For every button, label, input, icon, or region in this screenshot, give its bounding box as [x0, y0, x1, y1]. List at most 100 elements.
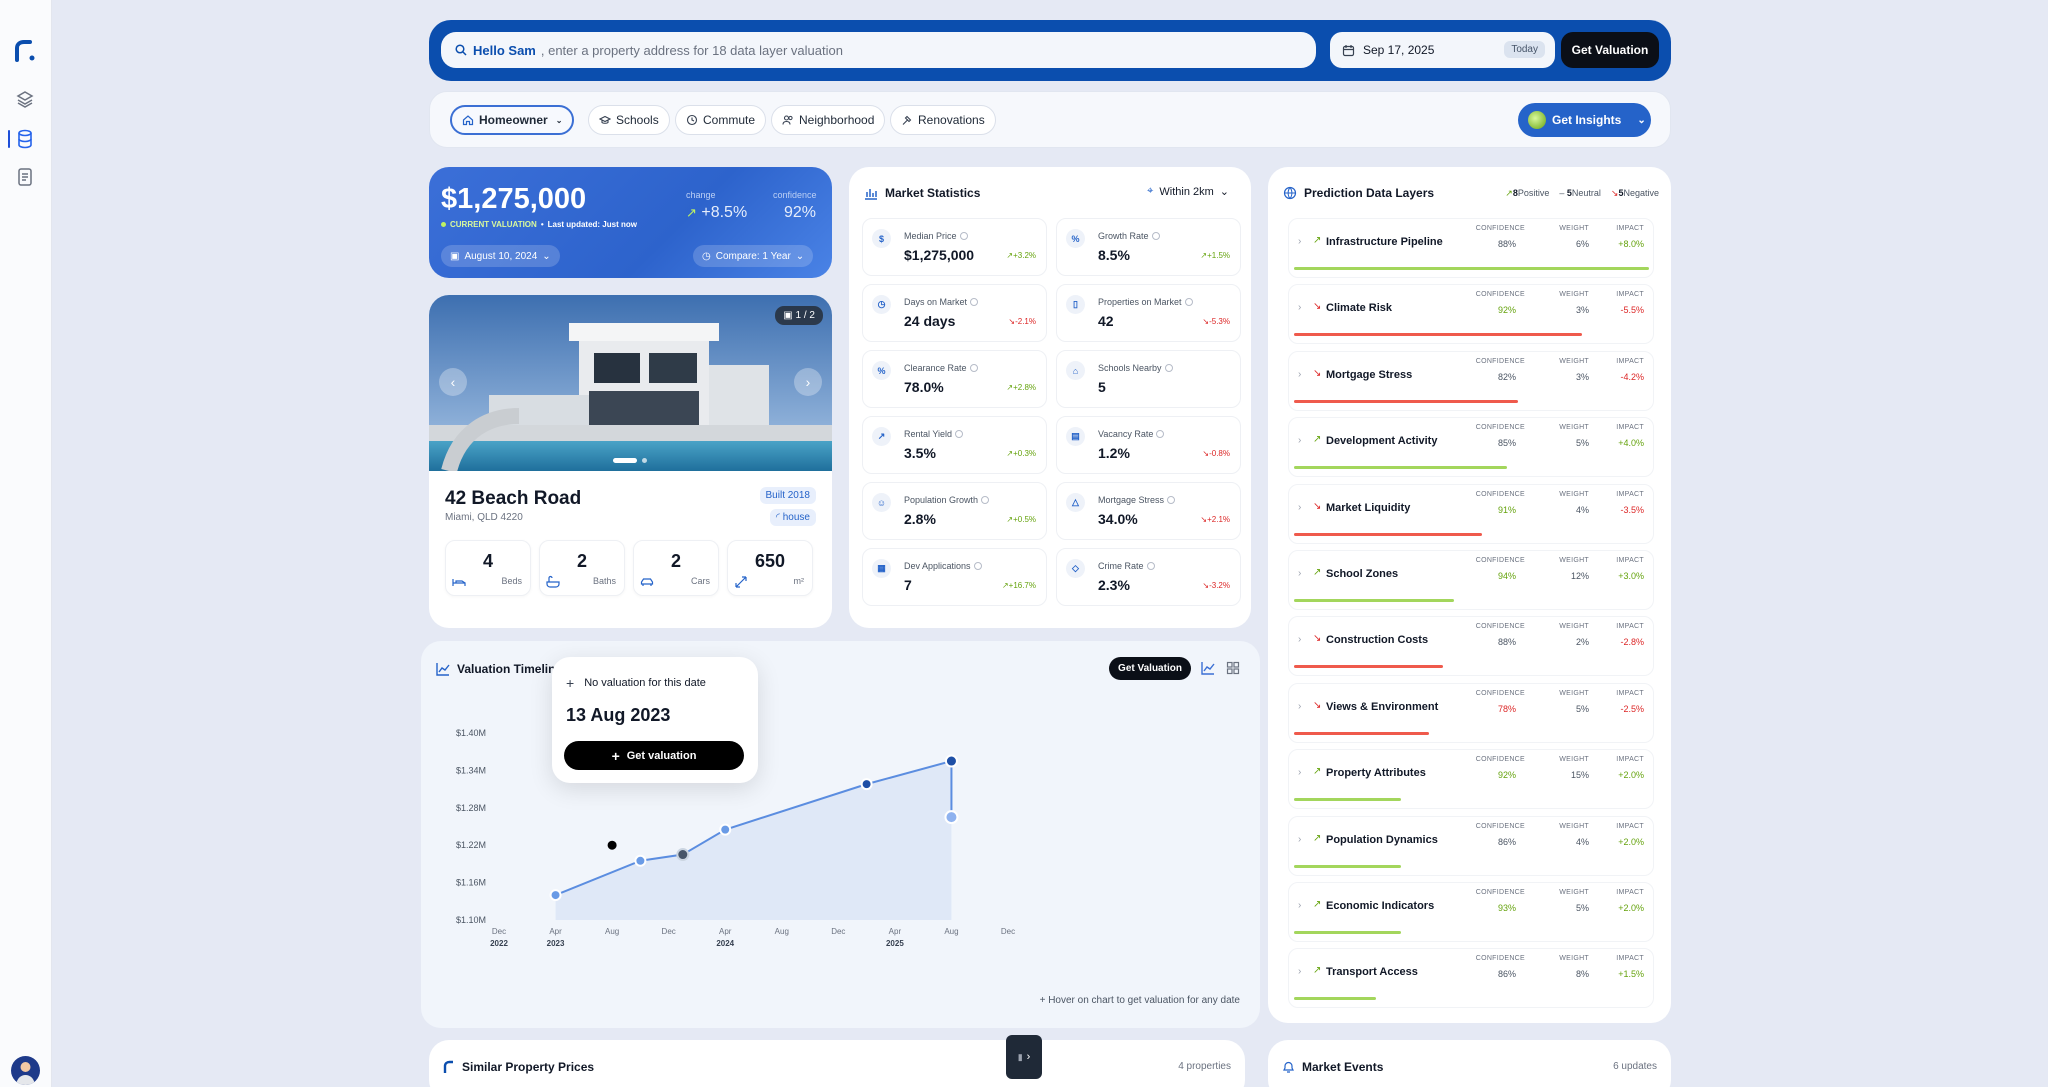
layer-weight: 6%	[1575, 239, 1589, 249]
app-logo-icon[interactable]	[14, 38, 36, 62]
chevron-right-icon[interactable]: ›	[1298, 236, 1302, 247]
avatar[interactable]	[11, 1056, 40, 1085]
globe-icon	[1283, 186, 1297, 200]
search-input[interactable]: Hello Sam, enter a property address for …	[441, 32, 1316, 68]
chevron-right-icon[interactable]: ›	[1298, 501, 1302, 513]
image-counter: ▣ 1 / 2	[775, 306, 823, 325]
chevron-right-icon[interactable]: ›	[1298, 966, 1302, 978]
prediction-layer-row[interactable]: › ↗ Property Attributes CONFIDENCE WEIGHT IMP…	[1288, 749, 1654, 810]
prediction-layer-row[interactable]: › ↘ Market Liquidity CONFIDENCE WEIGHT IMPACT…	[1288, 483, 1654, 544]
prediction-layer-row[interactable]: › ↘ Climate Risk CONFIDENCE WEIGHT IMPACT 92% 3…	[1288, 284, 1654, 345]
date-picker[interactable]: Sep 17, 2025 Today	[1330, 32, 1555, 68]
trend-down-icon: ↘	[1313, 301, 1322, 313]
next-image-button[interactable]: ›	[794, 368, 822, 396]
chevron-right-icon[interactable]: ›	[1298, 767, 1302, 779]
chevron-right-icon[interactable]: ›	[1298, 368, 1302, 380]
info-icon[interactable]	[969, 364, 978, 372]
prediction-layer-row[interactable]: › ↘ Construction Costs CONFIDENCE WEIGHT IMPA…	[1288, 616, 1654, 677]
last-updated: Last updated: Just now	[547, 220, 637, 229]
info-icon[interactable]	[959, 232, 968, 240]
info-icon[interactable]	[970, 298, 979, 306]
filter-homeowner[interactable]: Homeowner ⌄	[450, 105, 575, 135]
prediction-layer-row[interactable]: › ↗ Development Activity CONFIDENCE WEIGHT IM…	[1288, 417, 1654, 478]
market-tile[interactable]: ▯ Properties on Market 42 ↘-5.3%	[1056, 284, 1241, 342]
market-tile[interactable]: ⌂ Schools Nearby 5	[1056, 350, 1241, 408]
info-icon[interactable]	[973, 562, 982, 570]
layer-name: Transport Access	[1326, 966, 1418, 979]
document-icon[interactable]	[14, 166, 36, 188]
property-photo[interactable]: ▣ 1 / 2 ‹ ›	[429, 295, 832, 471]
layers-icon[interactable]	[14, 88, 36, 110]
prediction-layer-row[interactable]: › ↘ Views & Environment CONFIDENCE WEIGHT IMP…	[1288, 682, 1654, 743]
info-icon[interactable]	[1167, 496, 1176, 504]
line-view-icon[interactable]	[1201, 661, 1215, 675]
weight-header: WEIGHT	[1559, 889, 1589, 896]
valuation-chart[interactable]: $1.40M $1.34M $1.28M $1.22M $1.16M $1.10M Dec 2…	[421, 641, 1260, 1028]
market-tile[interactable]: ◇ Crime Rate 2.3% ↘-3.2%	[1056, 548, 1241, 606]
market-tile[interactable]: △ Mortgage Stress 34.0% ↘+2.1%	[1056, 482, 1241, 540]
prediction-layer-row[interactable]: › ↗ Transport Access CONFIDENCE WEIGHT IMPACT…	[1288, 948, 1654, 1009]
grid-view-icon[interactable]	[1226, 661, 1240, 675]
prediction-layer-row[interactable]: › ↗ Population Dynamics CONFIDENCE WEIGHT IMP…	[1288, 815, 1654, 876]
market-tile[interactable]: ◷ Days on Market 24 days ↘-2.1%	[862, 284, 1047, 342]
market-tile[interactable]: ↗ Rental Yield 3.5% ↗+0.3%	[862, 416, 1047, 474]
chevron-right-icon[interactable]: ›	[1298, 634, 1302, 646]
trend-up-icon: ↗	[1313, 235, 1322, 246]
layer-weight: 5%	[1575, 438, 1589, 449]
chevron-right-icon[interactable]: ›	[1298, 900, 1302, 911]
info-icon[interactable]	[1184, 298, 1193, 306]
popup-get-valuation-button[interactable]: + Get valuation	[564, 741, 744, 770]
chevron-right-icon[interactable]: ›	[1298, 568, 1302, 579]
chevron-right-icon[interactable]: ›	[1298, 302, 1302, 314]
carousel-dot-active[interactable]	[613, 458, 637, 463]
data-point	[634, 854, 647, 867]
info-icon[interactable]	[1146, 562, 1155, 570]
market-tile[interactable]: $ Median Price $1,275,000 ↗+3.2%	[862, 218, 1047, 276]
info-icon[interactable]	[981, 496, 990, 504]
logo-mark-icon	[443, 1060, 453, 1073]
prediction-layer-row[interactable]: › ↘ Mortgage Stress CONFIDENCE WEIGHT IMPACT 8…	[1288, 350, 1654, 411]
database-icon[interactable]	[14, 128, 36, 150]
filter-schools[interactable]: Schools	[588, 105, 670, 135]
chevron-right-icon[interactable]: ›	[1298, 833, 1302, 845]
info-icon[interactable]	[1156, 430, 1165, 438]
line-chart-icon	[436, 663, 450, 676]
chevron-right-icon[interactable]: ›	[1298, 700, 1302, 712]
confidence-header: CONFIDENCE	[1475, 822, 1525, 830]
compare-dropdown[interactable]: ◷ Compare: 1 Year ⌄	[693, 245, 814, 267]
market-tile[interactable]: % Clearance Rate 78.0% ↗+2.8%	[862, 350, 1047, 408]
prediction-layer-row[interactable]: › ↗ School Zones CONFIDENCE WEIGHT IMPACT 94% 1…	[1288, 550, 1654, 610]
clock-icon: ◷	[702, 250, 711, 262]
layer-name: Economic Indicators	[1326, 900, 1435, 912]
prediction-layer-row[interactable]: › ↗ Infrastructure Pipeline CONFIDENCE WEIGH…	[1288, 218, 1654, 278]
today-button[interactable]: Today	[1504, 41, 1545, 58]
carousel-dot[interactable]	[642, 458, 647, 463]
get-valuation-button[interactable]: Get Valuation	[1561, 32, 1659, 68]
impact-bar	[1294, 532, 1483, 536]
market-tile[interactable]: % Growth Rate 8.5% ↗+1.5%	[1056, 218, 1241, 276]
timeline-get-valuation-button[interactable]: Get Valuation	[1109, 657, 1191, 680]
market-tile[interactable]: ☺ Population Growth 2.8% ↗+0.5%	[862, 482, 1047, 540]
prev-image-button[interactable]: ‹	[439, 368, 467, 396]
filter-commute[interactable]: Commute	[675, 105, 767, 135]
info-icon[interactable]	[955, 430, 964, 438]
info-icon[interactable]	[1151, 232, 1160, 240]
confidence-header: CONFIDENCE	[1475, 955, 1525, 963]
layer-impact: +2.0%	[1618, 770, 1644, 781]
market-tile[interactable]: ▦ Dev Applications 7 ↗+16.7%	[862, 548, 1047, 606]
filter-neighborhood[interactable]: Neighborhood	[771, 105, 886, 135]
metric-change: ↗+2.8%	[1006, 383, 1036, 392]
metric-label-text: Growth Rate	[1098, 231, 1149, 241]
drawer-handle[interactable]: ▮ ›	[1006, 1035, 1042, 1079]
sidebar	[0, 0, 52, 1087]
info-icon[interactable]	[1164, 364, 1173, 372]
valuation-date-dropdown[interactable]: ▣ August 10, 2024 ⌄	[441, 245, 560, 267]
filter-renovations[interactable]: Renovations	[890, 105, 996, 135]
radius-dropdown[interactable]: ⌖ Within 2km ⌄	[1147, 185, 1229, 198]
chevron-right-icon[interactable]: ›	[1298, 435, 1302, 447]
metric-label: Mortgage Stress	[1098, 495, 1176, 505]
get-insights-button[interactable]: Get Insights ⌄	[1518, 103, 1651, 137]
market-tile[interactable]: ▤ Vacancy Rate 1.2% ↘-0.8%	[1056, 416, 1241, 474]
compare-period: Compare: 1 Year	[715, 250, 791, 262]
prediction-layer-row[interactable]: › ↗ Economic Indicators CONFIDENCE WEIGHT IMP…	[1288, 882, 1654, 942]
